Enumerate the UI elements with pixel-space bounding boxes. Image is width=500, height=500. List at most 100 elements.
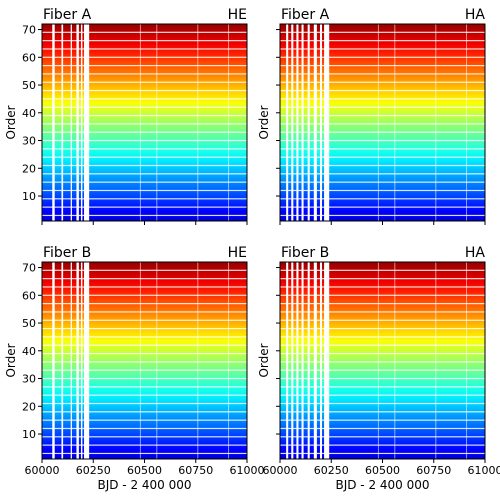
order-gap	[42, 319, 247, 321]
order-gap	[42, 214, 247, 217]
time-gap	[307, 262, 310, 459]
panel-title-fiber: Fiber A	[281, 7, 330, 23]
time-gap	[301, 24, 304, 221]
order-gap	[42, 148, 247, 150]
time-gap-faint	[228, 24, 230, 221]
panel-4: 60000 60250 60500 60750 61000 Fiber B HA Order B…	[257, 245, 500, 492]
time-gap-faint	[156, 262, 158, 459]
order-gap	[280, 106, 485, 108]
time-gap	[61, 24, 64, 221]
order-gap	[42, 336, 247, 338]
y-tick-label: 70	[22, 262, 36, 275]
heatmap-area	[42, 24, 247, 221]
heatmap-area	[280, 262, 485, 459]
y-tick-label: 20	[22, 400, 36, 413]
order-gap	[280, 131, 485, 133]
order-gap	[280, 377, 485, 380]
order-gap	[42, 89, 247, 92]
time-gap-faint	[197, 24, 199, 221]
time-gap-faint	[156, 24, 158, 221]
panel-1: 10 20 30 40 50 60 70 Fiber A HE Order	[4, 7, 248, 225]
order-gap	[280, 189, 485, 192]
order-gap	[42, 156, 247, 158]
time-gap-faint	[394, 262, 396, 459]
order-gap	[42, 98, 247, 100]
time-gap	[324, 24, 330, 221]
heatmap-fill	[42, 262, 247, 459]
order-gap	[280, 48, 485, 50]
order-gap	[280, 198, 485, 200]
order-gap	[280, 214, 485, 217]
panel-title-fiber: Fiber B	[281, 245, 329, 261]
heatmap-area	[42, 262, 247, 459]
order-gap	[42, 402, 247, 405]
y-tick-label: 30	[22, 373, 36, 386]
order-gap	[280, 114, 485, 117]
order-gap	[42, 377, 247, 380]
order-gap	[280, 352, 485, 355]
order-gap	[42, 444, 247, 446]
x-axis-label: BJD - 2 400 000	[97, 478, 191, 492]
order-gap	[42, 294, 247, 296]
order-gap	[42, 198, 247, 200]
y-tick-label: 20	[22, 162, 36, 175]
time-gap-faint	[377, 24, 379, 221]
order-gap	[280, 40, 485, 42]
y-tick-label: 10	[22, 190, 36, 203]
y-axis-label: Order	[257, 343, 271, 377]
time-gap	[84, 262, 90, 459]
order-gap	[280, 336, 485, 338]
time-gap	[291, 24, 294, 221]
time-gap-faint	[435, 262, 437, 459]
order-gap	[280, 386, 485, 388]
time-gap	[291, 262, 294, 459]
order-gap	[42, 411, 247, 413]
time-gap	[319, 24, 323, 221]
order-gap	[42, 369, 247, 371]
order-gap	[280, 344, 485, 346]
order-gap	[280, 327, 485, 330]
order-gap	[42, 40, 247, 42]
order-gap	[42, 65, 247, 67]
time-gap	[286, 262, 289, 459]
order-gap	[280, 73, 485, 75]
time-gap-faint	[197, 262, 199, 459]
time-gap	[313, 24, 317, 221]
order-gap	[42, 394, 247, 396]
time-gap	[52, 24, 55, 221]
time-gap	[76, 262, 79, 459]
order-gap	[42, 427, 247, 430]
order-gap	[280, 181, 485, 183]
order-gap	[42, 386, 247, 388]
time-gap	[80, 24, 83, 221]
order-gap	[42, 48, 247, 50]
time-gap	[313, 262, 317, 459]
order-gap	[280, 427, 485, 430]
order-gap	[280, 173, 485, 175]
order-gap	[42, 206, 247, 208]
order-gap	[280, 436, 485, 438]
y-tick-label: 40	[22, 345, 36, 358]
y-tick-label: 60	[22, 289, 36, 302]
x-axis-label: BJD - 2 400 000	[335, 478, 429, 492]
time-gap	[84, 24, 90, 221]
order-gap	[280, 31, 485, 33]
order-gap	[42, 114, 247, 117]
x-tick-label: 60500	[127, 464, 162, 477]
y-tick-label: 30	[22, 135, 36, 148]
panel-title-fiber: Fiber B	[43, 245, 91, 261]
panel-3: 60000 60250 60500 60750 61000 10 20 30 40 50 60 70 F…	[4, 245, 265, 492]
panel-title-mode: HA	[465, 245, 486, 261]
panel-title-mode: HA	[465, 7, 486, 23]
order-gap	[42, 106, 247, 108]
order-gap	[280, 452, 485, 455]
time-gap	[52, 262, 55, 459]
order-gap	[42, 81, 247, 83]
time-gap-faint	[466, 262, 468, 459]
order-gap	[42, 352, 247, 355]
x-tick-label: 61000	[468, 464, 500, 477]
order-gap	[42, 173, 247, 175]
order-gap	[280, 303, 485, 305]
order-gap	[42, 436, 247, 438]
order-gap	[42, 452, 247, 455]
